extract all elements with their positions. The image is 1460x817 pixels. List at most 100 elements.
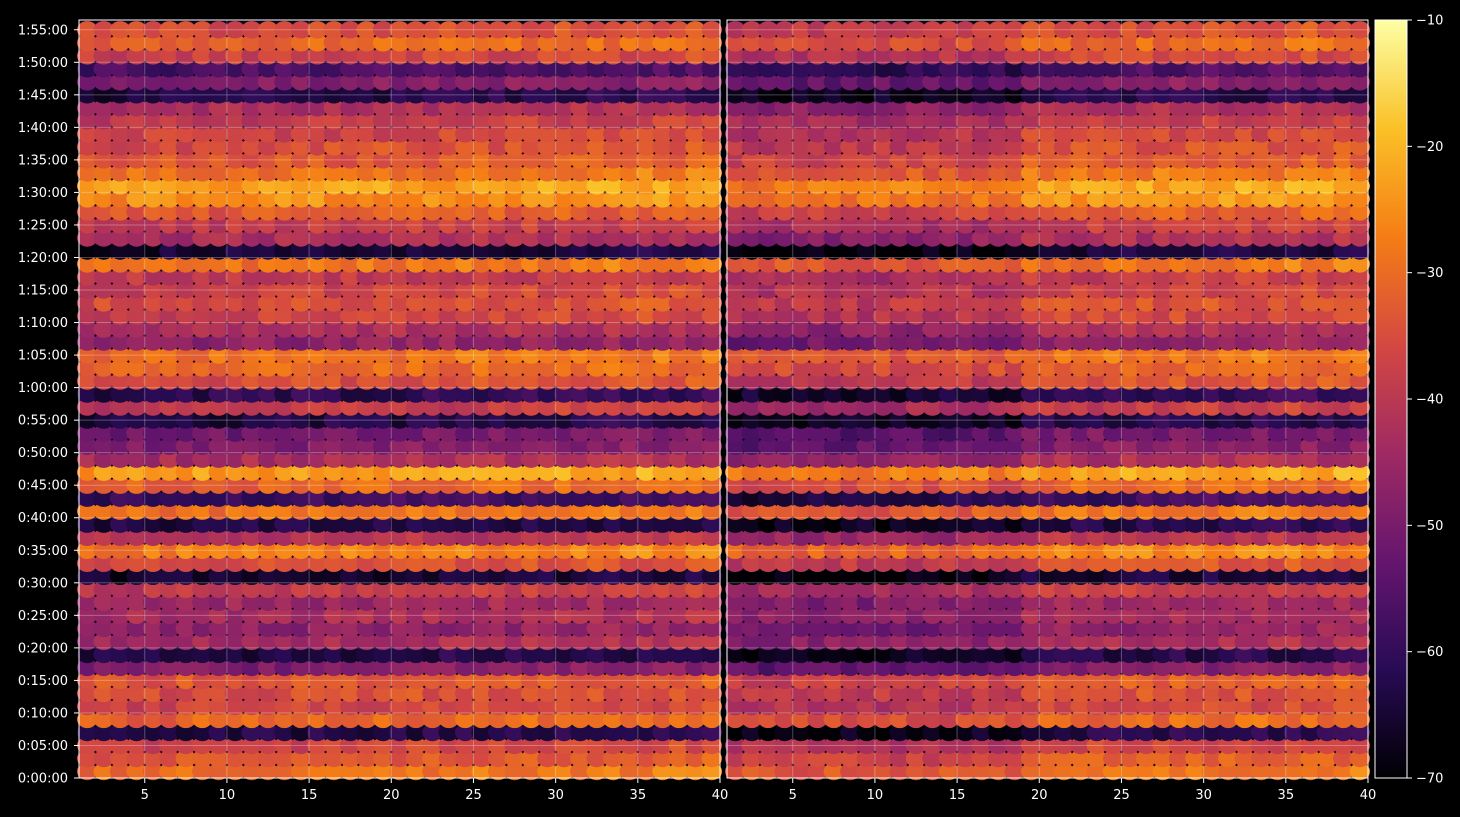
heatmap-cell [790, 541, 812, 559]
heatmap-cell [701, 697, 722, 716]
heatmap-cell [988, 125, 1009, 143]
heatmap-cell [1020, 424, 1042, 442]
heatmap-cell [905, 307, 927, 325]
heatmap-cell [955, 437, 976, 455]
heatmap-cell [1103, 73, 1124, 91]
heatmap-cell [438, 502, 459, 520]
heatmap-cell [159, 554, 180, 572]
heatmap-cell [1020, 528, 1042, 546]
heatmap-cell [774, 333, 795, 351]
heatmap-cell [438, 242, 459, 260]
heatmap-cell [570, 86, 591, 104]
heatmap-cell [307, 684, 328, 703]
heatmap-cell [1004, 736, 1025, 755]
heatmap-cell [1234, 385, 1255, 403]
heatmap-cell [988, 567, 1009, 585]
heatmap-cell [1267, 528, 1288, 546]
heatmap-cell [603, 255, 624, 273]
heatmap-cell [1004, 99, 1025, 117]
heatmap-cell [701, 567, 722, 585]
heatmap-cell [757, 723, 779, 742]
heatmap-cell [257, 60, 279, 78]
heatmap-cell [159, 684, 180, 703]
heatmap-cell [619, 723, 640, 742]
heatmap-cell [175, 47, 196, 65]
heatmap-cell [553, 333, 575, 351]
heatmap-cell [741, 242, 762, 260]
heatmap-cell [1103, 255, 1124, 273]
heatmap-cell [438, 697, 459, 716]
heatmap-cell [1349, 619, 1371, 638]
heatmap-cell [988, 502, 1009, 520]
heatmap-cell [840, 476, 861, 494]
heatmap-cell [405, 489, 427, 507]
heatmap-cell [774, 86, 795, 104]
heatmap-cell [823, 320, 844, 338]
heatmap-cell [905, 99, 927, 117]
heatmap-cell [274, 203, 295, 221]
heatmap-cell [603, 294, 624, 312]
heatmap-cell [208, 645, 229, 664]
heatmap-cell [570, 736, 591, 755]
heatmap-cell [307, 86, 328, 104]
heatmap-cell [1234, 34, 1255, 52]
heatmap-cell [290, 710, 312, 729]
heatmap-cell [922, 138, 943, 156]
heatmap-cell [570, 203, 591, 221]
heatmap-cell [725, 73, 746, 91]
heatmap-cell [922, 502, 943, 520]
heatmap-cell [1349, 86, 1371, 104]
heatmap-cell [1300, 125, 1321, 143]
heatmap-cell [757, 593, 779, 611]
heatmap-cell [159, 593, 180, 611]
y-tick-label: 0:40:00 [18, 511, 68, 526]
heatmap-cell [487, 372, 509, 390]
heatmap-cell [922, 112, 943, 130]
heatmap-cell [159, 385, 180, 403]
heatmap-cell [1152, 671, 1173, 690]
heatmap-cell [1333, 47, 1354, 65]
heatmap-cell [725, 567, 746, 585]
heatmap-cell [405, 723, 427, 742]
heatmap-cell [741, 710, 762, 729]
heatmap-cell [905, 749, 927, 768]
heatmap-cell [619, 632, 640, 651]
heatmap-cell [668, 463, 690, 481]
heatmap-cell [1316, 138, 1338, 156]
heatmap-cell [1070, 268, 1091, 286]
heatmap-cell [175, 125, 196, 143]
heatmap-cell [823, 242, 844, 260]
heatmap-cell [257, 177, 279, 195]
heatmap-cell [774, 580, 795, 598]
colorbar-tick-label: −70 [1416, 772, 1443, 787]
heatmap-cell [619, 229, 640, 247]
heatmap-cell [208, 697, 229, 716]
heatmap-cell [988, 47, 1009, 65]
heatmap-cell [208, 528, 229, 546]
heatmap-cell [438, 320, 459, 338]
heatmap-cell [1251, 320, 1272, 338]
heatmap-cell [290, 411, 312, 429]
heatmap-cell [77, 671, 98, 690]
heatmap-cell [422, 749, 443, 768]
heatmap-cell [520, 710, 542, 729]
heatmap-cell [1316, 671, 1338, 690]
heatmap-cell [1037, 281, 1058, 299]
heatmap-cell [741, 450, 762, 468]
heatmap-cell [635, 723, 657, 742]
heatmap-cell [1349, 489, 1371, 507]
heatmap-cell [340, 229, 361, 247]
heatmap-cell [840, 268, 861, 286]
heatmap-cell [1020, 255, 1042, 273]
heatmap-cell [192, 99, 213, 117]
heatmap-cell [872, 125, 894, 143]
heatmap-cell [504, 125, 525, 143]
heatmap-cell [257, 229, 279, 247]
heatmap-cell [922, 736, 943, 755]
heatmap-cell [307, 723, 328, 742]
heatmap-cell [1283, 684, 1305, 703]
heatmap-cell [553, 580, 575, 598]
heatmap-cell [1201, 606, 1223, 624]
heatmap-cell [938, 411, 960, 429]
heatmap-cell [175, 216, 196, 234]
